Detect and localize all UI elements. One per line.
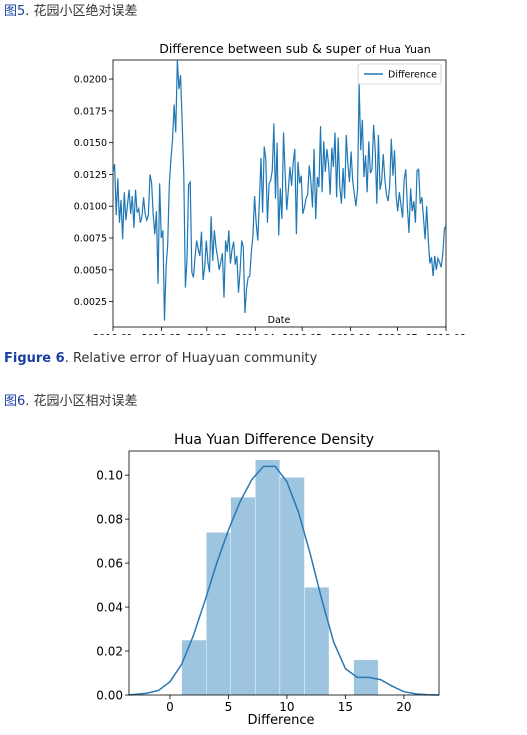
figure-5-caption-cn: 图5. 花园小区绝对误差 <box>4 4 138 20</box>
figure-6-text-en: . Relative error of Huayuan community <box>64 351 318 366</box>
chart-1-ytick-label: 0.0100 <box>74 202 107 213</box>
chart-1-plot-frame <box>112 59 447 328</box>
chart-1-title-suffix: of Hua Yuan <box>365 43 431 56</box>
figure-6-number: 6 <box>17 394 26 409</box>
figure-6-label: Figure 6 <box>4 351 65 366</box>
histogram-bar <box>304 587 330 696</box>
histogram-bar <box>181 639 207 696</box>
chart-2-ytick-label: 0.08 <box>96 513 123 527</box>
chart-2-ytick-label: 0.00 <box>96 689 123 703</box>
density-curve <box>128 465 440 696</box>
chart-1-ytick-label: 0.0175 <box>74 106 107 117</box>
chart-1-xtick-label: 2016-07 <box>378 333 418 335</box>
histogram-bar <box>255 459 281 696</box>
chart-2-xtick-label: 0 <box>166 700 174 714</box>
chart-1-xtick-label: 2016-06 <box>331 333 371 335</box>
figure-6-text-cn: . 花园小区相对误差 <box>25 394 138 409</box>
chart-2-ytick-label: 0.10 <box>96 469 123 483</box>
chart-1-xtick-label: 2016-02 <box>142 333 182 335</box>
figure-5-prefix: 图 <box>4 4 18 19</box>
chart-2-plot-frame <box>128 450 440 696</box>
chart-1-ytick-label: 0.0075 <box>74 234 107 245</box>
chart-2-xtick-label: 15 <box>338 700 353 714</box>
chart-2-ytick-label: 0.06 <box>96 557 123 571</box>
chart-1-ytick-label: 0.0125 <box>74 170 107 181</box>
chart-1-legend: Difference <box>357 63 442 85</box>
chart-2-xtick-label: 5 <box>225 700 233 714</box>
histogram-bar <box>230 496 256 696</box>
chart-1-ytick-label: 0.0025 <box>74 297 107 308</box>
chart-1-xtick-label: 2016-03 <box>187 333 227 335</box>
chart-1-xtick-label: 2016-05 <box>282 333 322 335</box>
chart-2-ytick-label: 0.02 <box>96 645 123 659</box>
difference-line-chart: Difference between sub & super of Hua Yu… <box>74 41 466 335</box>
chart-1-ytick-label: 0.0050 <box>74 265 107 276</box>
chart-1-xlabel: Date <box>268 315 291 326</box>
figure-5-number: 5 <box>17 4 26 19</box>
chart-1-title: Difference between sub & super of Hua Yu… <box>159 41 430 56</box>
chart-2-xlabel: Difference <box>247 713 314 728</box>
figure-6-prefix: 图 <box>4 394 18 409</box>
chart-2-ytick-label: 0.04 <box>96 601 123 615</box>
difference-series-line <box>112 59 447 321</box>
chart-2-xtick-label: 10 <box>279 700 294 714</box>
histogram-bar <box>279 477 305 696</box>
legend-label-difference: Difference <box>388 70 437 81</box>
difference-density-chart: Hua Yuan Difference Density 0.00 0.02 0.04… <box>96 432 440 728</box>
chart-1-ytick-label: 0.0150 <box>74 138 107 149</box>
chart-2-xtick-label: 20 <box>396 700 411 714</box>
chart-1-xtick-label: 2016-01 <box>93 333 133 335</box>
chart-2-title: Hua Yuan Difference Density <box>174 432 374 448</box>
chart-1-xtick-label: 2016-04 <box>235 333 275 335</box>
figure-6-caption-en: Figure 6. Relative error of Huayuan comm… <box>4 351 317 367</box>
chart-1-xtick-label: 2016-08 <box>426 333 466 335</box>
chart-1-title-main: Difference between sub & super <box>159 41 362 56</box>
figure-6-caption-cn: 图6. 花园小区相对误差 <box>4 394 138 410</box>
figure-5-text: . 花园小区绝对误差 <box>25 4 138 19</box>
chart-1-ytick-label: 0.0200 <box>74 75 107 86</box>
